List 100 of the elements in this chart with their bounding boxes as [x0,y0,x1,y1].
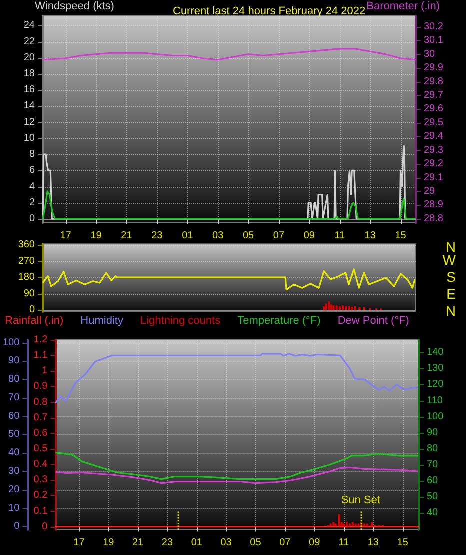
x-tick-label: 23 [162,538,174,548]
y2-tick-label: 30.1 [424,35,444,46]
y2-tick-label: 0.7 [34,412,48,424]
bar [338,514,340,527]
y2-tick-label: 0.6 [34,428,48,439]
y2-tick-label: 29.4 [424,131,444,142]
line-series [42,268,416,291]
y-tick-label: 20 [8,484,20,496]
chart-title: Current last 24 hours February 24 2022 [173,6,366,18]
y2-tick-label: 29.2 [424,158,444,170]
bar [351,306,354,310]
y-tick-label: 0 [29,304,36,316]
y-tick-label: 16 [24,84,36,96]
y-tick-label: 360 [18,240,36,250]
y2-tick-label: 30.2 [424,21,444,32]
text: W [442,252,457,268]
ref-line-label: Sun Set [341,494,380,506]
x-tick-label: 05 [242,230,255,242]
bar [338,306,341,310]
x-tick-label: 15 [395,230,407,242]
y-tick-label: 100 [2,337,20,348]
x-tick-label: 23 [152,230,164,242]
text: Humidity [80,315,124,327]
bar [323,306,326,310]
y2-tick-label: 29.6 [424,104,444,115]
x-tick-label: 19 [90,230,102,242]
y-tick-label: 20 [24,52,36,64]
y3-tick-label: 70 [427,459,439,470]
text: N [446,303,456,319]
y-tick-label: 180 [18,272,36,284]
bar [363,307,366,310]
y2-tick-label: 30 [424,48,436,60]
y2-tick-label: 0.5 [34,444,48,455]
line-series [54,353,420,404]
y2-tick-label: 1.1 [34,350,48,362]
y-tick-label: 90 [8,356,20,367]
y2-tick-label: 28.8 [424,213,444,224]
x-tick-label: 13 [364,230,376,242]
x-tick-label: 01 [191,538,203,548]
y2-tick-label: 29.3 [424,144,444,156]
y-tick-label: 14 [24,100,36,112]
y2-tick-label: 1.2 [34,334,48,346]
y-tick-label: 40 [8,448,20,459]
x-tick-label: 07 [280,538,292,548]
x-tick-label: 21 [132,538,144,548]
bar [342,306,344,310]
y2-tick-label: 0.9 [34,381,48,392]
y-tick-label: 12 [24,116,36,128]
x-tick-label: 07 [273,230,285,242]
y2-axis-title: Barometer (.in) [366,0,440,12]
y-tick-label: 24 [24,20,36,32]
y-tick-label: 2 [29,197,36,208]
x-tick-label: 11 [338,538,350,548]
y-tick-label: 10 [8,502,20,514]
y2-tick-label: 29.1 [424,172,444,184]
y-tick-label: 60 [8,410,20,422]
y3-tick-label: 50 [427,491,439,502]
y2-tick-label: 0.4 [34,459,48,470]
line-series [54,466,420,484]
x-tick-label: 09 [309,538,321,548]
bar [336,306,338,310]
y-tick-label: 6 [29,165,36,176]
y-tick-label: 8 [29,149,36,160]
y-tick-label: 30 [8,466,20,478]
bar [328,302,330,310]
x-tick-label: 11 [334,230,346,242]
x-tick-label: 13 [368,538,380,548]
y2-tick-label: 29.8 [424,76,444,88]
y-tick-label: 270 [18,256,36,267]
y3-tick-label: 130 [427,363,444,374]
y3-tick-label: 40 [427,508,439,519]
x-tick-label: 21 [121,230,133,242]
y-tick-label: 4 [29,181,36,192]
y2-tick-label: 29.5 [424,117,444,128]
y-axis-title: Windspeed (kts) [35,0,114,12]
y2-tick-label: 0 [42,521,48,532]
y-tick-label: 0 [29,213,36,224]
x-tick-label: 15 [397,538,409,548]
x-tick-label: 03 [212,230,224,242]
x-tick-label: 03 [220,538,232,548]
y2-tick-label: 1 [42,366,48,377]
y3-tick-label: 100 [427,411,444,422]
text: Rainfall (.in) [5,315,64,327]
y2-tick-label: 29 [424,186,436,197]
text: Temperature (°F) [238,315,321,327]
x-tick-label: 01 [182,230,194,242]
bar [348,306,350,310]
y2-tick-label: 0.2 [34,490,48,502]
x-tick-label: 19 [103,538,115,548]
y2-tick-label: 0.3 [34,474,48,486]
y3-tick-label: 110 [427,395,444,406]
y3-tick-label: 120 [427,379,444,390]
y-tick-label: 70 [8,392,20,404]
y2-tick-label: 28.9 [424,200,444,211]
y2-tick-label: 29.9 [424,62,444,74]
bar [330,304,333,310]
y-tick-label: 0 [14,521,20,532]
bar [344,306,347,310]
y3-tick-label: 90 [427,427,439,438]
y3-tick-label: 60 [427,475,439,486]
